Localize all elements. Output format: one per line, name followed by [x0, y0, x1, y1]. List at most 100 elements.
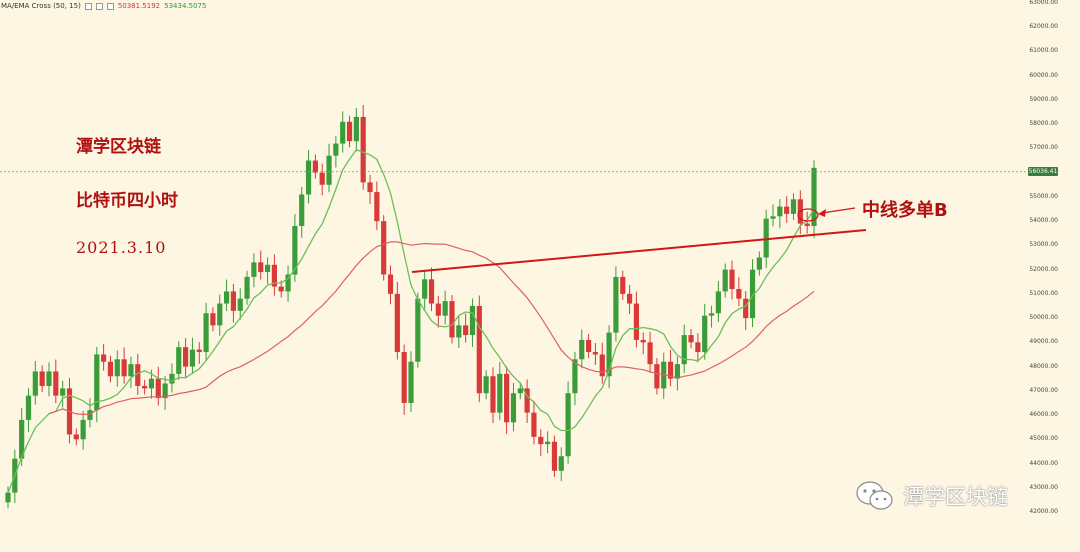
candle-body — [387, 274, 394, 294]
candle-body — [264, 264, 271, 273]
candle-body — [483, 376, 489, 394]
y-tick-label: 53000.00 — [1029, 241, 1058, 249]
y-tick-label: 52000.00 — [1029, 265, 1058, 273]
candle-body — [353, 116, 359, 142]
y-tick-label: 55000.00 — [1029, 192, 1058, 200]
candle-body — [169, 373, 175, 384]
candle-body — [517, 388, 523, 394]
candle-body — [19, 419, 25, 459]
candle-body — [579, 339, 585, 360]
candle-body — [292, 225, 298, 275]
candle-body — [80, 419, 86, 440]
candle-body — [408, 361, 414, 403]
candle-body — [142, 385, 148, 389]
arrow-head — [818, 209, 826, 217]
candle-body — [538, 436, 544, 445]
slow-moving-average-line — [48, 241, 815, 416]
candle-body — [422, 279, 428, 299]
current-price-label: 56036.41 — [1028, 167, 1058, 177]
candle-body — [647, 342, 653, 365]
candle-body — [25, 395, 32, 420]
candle-body — [135, 364, 141, 386]
watermark: 潭学区块链 — [855, 480, 1008, 512]
candle-body — [524, 388, 530, 413]
y-tick-label: 58000.00 — [1029, 120, 1058, 128]
candle-body — [326, 155, 332, 185]
candle-body — [476, 305, 482, 394]
candle-body — [606, 332, 612, 377]
settings-icon[interactable] — [95, 2, 103, 10]
candle-body — [497, 373, 503, 413]
candle-body — [155, 378, 161, 399]
y-tick-label: 46000.00 — [1029, 411, 1058, 419]
candle-body — [53, 371, 59, 396]
candle-body — [777, 206, 783, 217]
candle-body — [73, 434, 79, 440]
candle-body — [196, 349, 202, 353]
annotation-subtitle: 比特币四小时 — [76, 191, 178, 211]
candle-body — [565, 393, 571, 457]
candle-body — [101, 354, 107, 362]
trendline — [411, 229, 867, 273]
y-tick-label: 42000.00 — [1029, 508, 1058, 515]
candle-body — [60, 388, 66, 396]
candle-body — [743, 298, 749, 319]
entry-marker-ellipse — [797, 208, 819, 222]
candle-body — [319, 172, 325, 185]
watermark-text: 潭学区块链 — [903, 485, 1008, 509]
candle-body — [695, 342, 701, 353]
y-tick-label: 61000.00 — [1029, 47, 1058, 55]
y-tick-label: 51000.00 — [1029, 289, 1058, 297]
candle-body — [510, 393, 517, 423]
fast-moving-average-line — [7, 148, 815, 493]
candle-body — [551, 441, 558, 471]
y-tick-label: 57000.00 — [1029, 144, 1058, 152]
candle-body — [203, 313, 209, 353]
candle-body — [456, 325, 462, 338]
candle-body — [381, 221, 387, 275]
candle-body — [790, 199, 797, 214]
indicator-value-ema: 53434.5075 — [164, 2, 207, 10]
y-tick-label: 54000.00 — [1029, 217, 1058, 225]
candle-body — [558, 456, 564, 471]
candle-body — [490, 376, 496, 413]
candle-body — [258, 262, 264, 273]
candle-body — [428, 279, 435, 304]
candle-body — [333, 143, 339, 156]
y-tick-label: 63000.00 — [1029, 0, 1058, 6]
candle-body — [244, 276, 250, 299]
candle-body — [613, 276, 619, 333]
candle-body — [121, 359, 127, 377]
candle-body — [620, 276, 626, 294]
candle-body — [572, 359, 578, 394]
y-tick-label: 45000.00 — [1029, 435, 1058, 443]
eye-icon[interactable] — [84, 2, 92, 10]
candle-body — [210, 313, 216, 326]
candle-body — [162, 383, 168, 399]
candle-body — [811, 167, 817, 226]
y-tick-label: 48000.00 — [1029, 362, 1058, 370]
candle-body — [394, 293, 400, 353]
candle-body — [148, 378, 155, 389]
candle-body — [114, 359, 120, 377]
candle-body — [346, 121, 353, 142]
candle-body — [189, 349, 196, 367]
candle-body — [763, 218, 769, 258]
candle-body — [708, 313, 715, 316]
candle-body — [729, 269, 735, 290]
candle-body — [715, 291, 721, 314]
candle-body — [32, 371, 38, 396]
y-tick-label: 49000.00 — [1029, 338, 1058, 346]
candle-body — [107, 361, 114, 377]
candle-body — [784, 206, 790, 214]
candle-body — [223, 291, 230, 304]
candle-body — [688, 335, 694, 343]
candle-body — [237, 298, 243, 311]
indicator-name: MA/EMA Cross (50, 15) — [1, 2, 81, 10]
candle-body — [633, 303, 640, 340]
candle-body — [176, 347, 182, 374]
y-tick-label: 44000.00 — [1029, 459, 1058, 467]
candle-body — [217, 303, 223, 326]
close-icon[interactable] — [106, 2, 114, 10]
candle-body — [674, 364, 680, 379]
